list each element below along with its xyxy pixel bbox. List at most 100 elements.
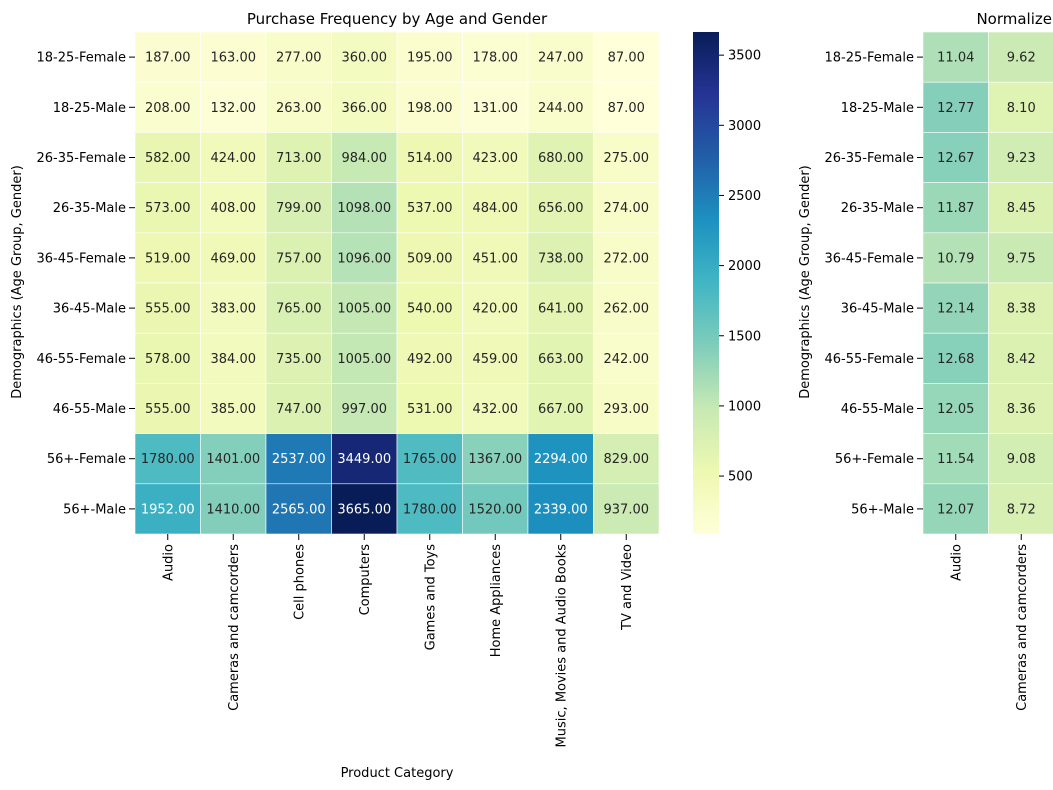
main-cell-label: 275.00 <box>604 151 650 166</box>
main-col-label-computers: Computers <box>358 544 373 616</box>
norm-row-label-26-35-female: 26-35-Female <box>825 151 914 166</box>
colorbar-tick-label: 2500 <box>728 189 761 204</box>
main-cell-label: 198.00 <box>407 101 453 116</box>
main-cell-label: 1765.00 <box>403 452 457 467</box>
norm-row-label-36-45-male: 36-45-Male <box>841 302 914 317</box>
main-cell <box>396 332 463 384</box>
main-cell-label: 178.00 <box>473 51 519 66</box>
main-cell <box>527 182 594 234</box>
main-cell-label: 2565.00 <box>272 502 326 517</box>
main-cell-label: 131.00 <box>473 101 519 116</box>
norm-cell <box>988 282 1053 334</box>
main-cell-label: 3665.00 <box>337 502 391 517</box>
main-cell-label: 1005.00 <box>337 352 391 367</box>
main-cell-label: 663.00 <box>538 352 584 367</box>
norm-row-label-56-male: 56+-Male <box>851 502 914 517</box>
main-cell <box>331 31 398 83</box>
norm-cell <box>922 232 989 284</box>
main-cell-label: 680.00 <box>538 151 584 166</box>
main-cell <box>593 282 660 334</box>
main-cell <box>396 232 463 284</box>
main-cell-label: 1520.00 <box>468 502 522 517</box>
main-cell <box>462 483 529 535</box>
main-cell <box>396 81 463 133</box>
main-cell-label: 578.00 <box>145 352 191 367</box>
main-cell-label: 3449.00 <box>337 452 391 467</box>
main-cell-label: 582.00 <box>145 151 191 166</box>
main-cell-label: 262.00 <box>604 302 650 317</box>
main-cell-label: 738.00 <box>538 251 584 266</box>
main-cell <box>331 81 398 133</box>
main-cell <box>462 433 529 485</box>
main-cell-label: 459.00 <box>473 352 519 367</box>
main-cell-label: 208.00 <box>145 101 191 116</box>
main-cell-label: 1410.00 <box>206 502 260 517</box>
norm-cell <box>988 31 1053 83</box>
main-cell-label: 274.00 <box>604 201 650 216</box>
main-cell <box>396 483 463 535</box>
norm-cell-label: 11.54 <box>937 452 974 467</box>
norm-cell-label: 12.68 <box>937 352 974 367</box>
norm-cell <box>988 81 1053 133</box>
main-cell <box>265 383 332 434</box>
main-cell-label: 537.00 <box>407 201 453 216</box>
norm-cell-label: 9.62 <box>1007 51 1036 66</box>
main-cell-label: 1096.00 <box>337 251 391 266</box>
main-row-labels: 18-25-Female 18-25-Male 26-35-Female 26-35-… <box>37 51 135 517</box>
main-cell-label: 2294.00 <box>534 452 588 467</box>
main-row-label-46-55-male: 46-55-Male <box>53 402 126 417</box>
main-cell <box>200 483 267 535</box>
main-cell-label: 757.00 <box>276 251 322 266</box>
main-cell-label: 747.00 <box>276 402 322 417</box>
main-cell-label: 492.00 <box>407 352 453 367</box>
main-cell <box>396 433 463 485</box>
main-cell-label: 713.00 <box>276 151 322 166</box>
norm-cell-label: 8.10 <box>1007 101 1036 116</box>
main-row-label-26-35-female: 26-35-Female <box>37 151 126 166</box>
main-cell-label: 424.00 <box>211 151 257 166</box>
main-cell-label: 765.00 <box>276 302 322 317</box>
main-col-label-cameras-and-camcorders: Cameras and camcorders <box>227 544 242 711</box>
main-cell-label: 656.00 <box>538 201 584 216</box>
main-cell <box>396 31 463 83</box>
main-cell <box>462 31 529 83</box>
colorbar-tick-label: 1000 <box>728 399 761 414</box>
main-cell <box>200 81 267 133</box>
main-cell <box>593 383 660 434</box>
main-cell-label: 420.00 <box>473 302 519 317</box>
main-cell-label: 195.00 <box>407 51 453 66</box>
main-cell-label: 984.00 <box>342 151 388 166</box>
main-cell <box>265 182 332 234</box>
main-col-label-tv-and-video: TV and Video <box>620 544 635 631</box>
main-cell <box>331 182 398 234</box>
main-cell <box>527 483 594 535</box>
main-cell-label: 385.00 <box>211 402 257 417</box>
main-cell-label: 1780.00 <box>141 452 195 467</box>
norm-row-label-26-35-male: 26-35-Male <box>841 201 914 216</box>
main-cell <box>462 282 529 334</box>
main-col-label-games-and-toys: Games and Toys <box>423 544 438 651</box>
main-cell-label: 293.00 <box>604 402 650 417</box>
norm-cell <box>988 433 1053 485</box>
norm-cell-label: 8.36 <box>1007 402 1036 417</box>
main-heatmap: Purchase Frequency by Age and Gender 187… <box>10 10 660 781</box>
main-cell-label: 383.00 <box>211 302 257 317</box>
norm-col-label-audio: Audio <box>949 544 964 581</box>
main-cell <box>134 132 201 183</box>
norm-cell-label: 8.45 <box>1007 201 1036 216</box>
main-cell-label: 829.00 <box>604 452 650 467</box>
main-cell <box>200 31 267 83</box>
main-cell-label: 451.00 <box>473 251 519 266</box>
main-cell-label: 641.00 <box>538 302 584 317</box>
main-cell <box>331 433 398 485</box>
norm-cell <box>988 332 1053 384</box>
main-cell <box>396 282 463 334</box>
colorbar-tick-label: 500 <box>728 470 753 485</box>
main-row-label-56-male: 56+-Male <box>63 502 126 517</box>
norm-row-label-56-female: 56+-Female <box>835 452 914 467</box>
main-y-axis-label: Demographics (Age Group, Gender) <box>10 165 25 399</box>
main-cell-label: 247.00 <box>538 51 584 66</box>
main-cell <box>527 81 594 133</box>
main-cell-label: 1367.00 <box>468 452 522 467</box>
